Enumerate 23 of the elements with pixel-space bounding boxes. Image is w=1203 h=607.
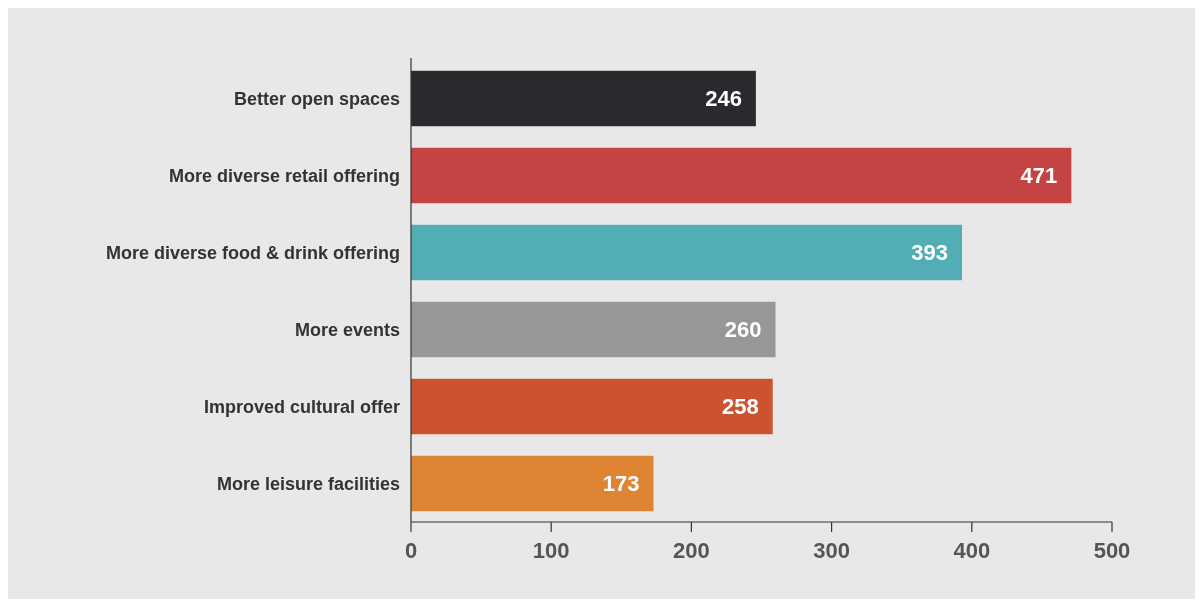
data-label: 258 [722, 394, 759, 420]
bar [411, 301, 776, 358]
x-tick-label: 0 [404, 538, 418, 563]
bar [411, 378, 773, 435]
y-tick-label: More leisure facilities [216, 473, 400, 494]
y-tick-label: More diverse food & drink offering [105, 242, 400, 263]
data-label: 471 [1020, 163, 1058, 189]
data-label: 173 [602, 471, 640, 497]
x-tick-label: 300 [813, 538, 850, 563]
x-tick-label: 200 [673, 538, 710, 563]
x-tick-label: 400 [953, 538, 991, 563]
y-tick-label: Improved cultural offer [203, 396, 400, 417]
y-tick-label: More diverse retail offering [168, 165, 400, 186]
y-tick-label: Better open spaces [233, 88, 400, 109]
data-label: 246 [705, 86, 742, 112]
x-tick-label: 100 [532, 538, 570, 563]
data-label: 393 [911, 240, 948, 266]
bar [411, 147, 1072, 204]
bar [411, 455, 654, 512]
data-label: 260 [724, 317, 762, 343]
y-tick-label: More events [294, 319, 400, 340]
x-tick-label: 500 [1093, 538, 1131, 563]
bar [411, 224, 962, 281]
